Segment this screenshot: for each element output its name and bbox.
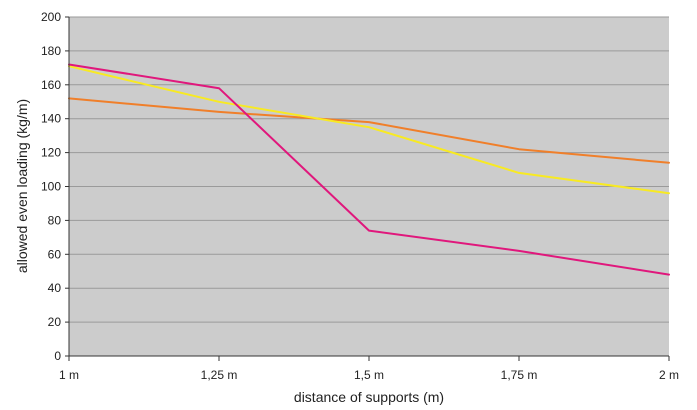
y-tick-label: 20 <box>48 315 62 329</box>
x-tick-label: 1,25 m <box>201 368 238 382</box>
y-tick-labels: 0 20 40 60 80 100 120 140 160 180 200 <box>41 10 61 363</box>
y-tick-label: 180 <box>41 44 61 58</box>
x-tick-labels: 1 m 1,25 m 1,5 m 1,75 m 2 m <box>59 368 679 382</box>
x-tick-label: 1,5 m <box>354 368 384 382</box>
y-tick-label: 120 <box>41 146 61 160</box>
x-axis-label: distance of supports (m) <box>294 389 444 405</box>
gridlines <box>69 16 669 323</box>
y-tick-label: 60 <box>48 247 62 261</box>
y-axis-label: allowed even loading (kg/m) <box>14 99 30 273</box>
y-tick-label: 160 <box>41 78 61 92</box>
x-tick-label: 1 m <box>59 368 79 382</box>
series-line-2 <box>68 65 670 195</box>
series-line-3 <box>68 63 670 276</box>
x-tick-label: 2 m <box>659 368 679 382</box>
x-tick-label: 1,75 m <box>501 368 538 382</box>
y-tick-label: 80 <box>48 213 62 227</box>
series-line-1 <box>68 97 670 164</box>
axes <box>65 16 670 361</box>
y-tick-label: 100 <box>41 180 61 194</box>
y-tick-label: 0 <box>54 349 61 363</box>
y-tick-label: 40 <box>48 281 62 295</box>
y-tick-label: 200 <box>41 10 61 24</box>
y-tick-label: 140 <box>41 112 61 126</box>
series-lines <box>68 63 670 276</box>
